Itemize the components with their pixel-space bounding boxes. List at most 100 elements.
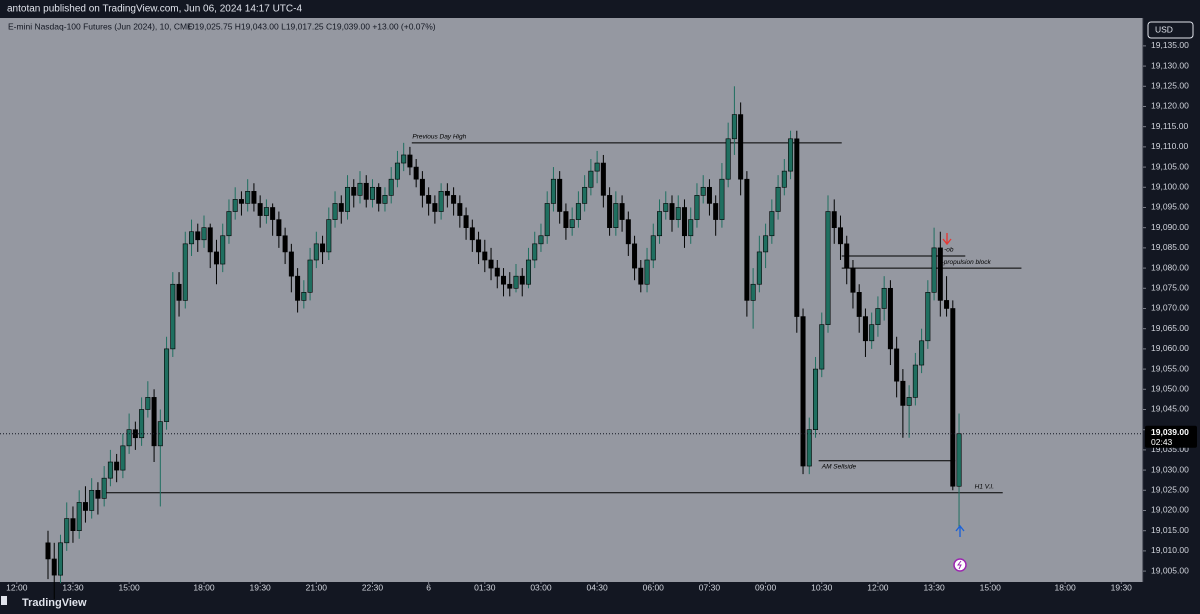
- candle-body: [501, 275, 507, 285]
- publisher: antotan published on TradingView.com, Ju…: [7, 4, 302, 15]
- candle-body: [463, 215, 469, 228]
- candle-body: [313, 243, 319, 261]
- candle-body: [700, 186, 706, 196]
- y-tick-label: 19,090.00: [1151, 222, 1189, 232]
- candle-body: [338, 203, 344, 212]
- y-tick-label: 19,045.00: [1151, 404, 1189, 414]
- candle-body: [189, 231, 195, 245]
- level-label: H1 V.I.: [975, 483, 995, 490]
- level-label: -ob: [944, 247, 954, 254]
- candle-body: [114, 461, 120, 471]
- x-tick-label: 13:30: [923, 582, 945, 592]
- candle-body: [638, 267, 644, 285]
- candle-body: [388, 178, 394, 196]
- candle-body: [64, 518, 70, 544]
- x-tick-label: 18:00: [1054, 582, 1076, 592]
- candle-body: [850, 267, 856, 293]
- candle-body: [725, 138, 731, 180]
- candle-body: [76, 502, 82, 531]
- candle-body: [139, 409, 145, 439]
- last-price-box: [1145, 425, 1197, 448]
- candle-body: [544, 203, 550, 237]
- ohlc-legend: O19,025.75 H19,043.00 L19,017.25 C19,039…: [188, 21, 436, 31]
- candle-body: [644, 259, 650, 285]
- x-tick-label: 10:30: [811, 582, 833, 592]
- candle-body: [238, 199, 244, 204]
- logo: [1, 596, 7, 605]
- candle-body: [588, 170, 594, 188]
- candle-body: [925, 292, 931, 342]
- currency: USD: [1155, 24, 1173, 34]
- candle-body: [675, 207, 681, 220]
- candle-body: [182, 243, 188, 301]
- x-tick-label: 19:30: [1111, 582, 1133, 592]
- x-tick-label: 13:30: [62, 582, 84, 592]
- candle-body: [600, 162, 606, 196]
- candle-body: [681, 207, 687, 237]
- candle-body: [575, 203, 581, 220]
- candle-body: [282, 235, 288, 253]
- candle-body: [213, 251, 219, 265]
- candle-body: [613, 203, 619, 228]
- candle-body: [719, 178, 725, 220]
- candle-body: [794, 138, 800, 317]
- candle-body: [775, 186, 781, 212]
- x-tick-label: 12:00: [6, 582, 28, 592]
- candle-body: [731, 114, 737, 140]
- candle-body: [513, 275, 519, 289]
- candle-body: [906, 397, 912, 406]
- y-tick-label: 19,020.00: [1151, 505, 1189, 515]
- y-tick-label: 19,060.00: [1151, 343, 1189, 353]
- x-tick-label: 09:00: [755, 582, 777, 592]
- candle-body: [301, 292, 307, 301]
- candle-body: [900, 380, 906, 406]
- candle-body: [538, 235, 544, 245]
- x-tick-label: 15:00: [980, 582, 1002, 592]
- candle-body: [45, 542, 51, 560]
- candle-body: [663, 203, 669, 212]
- candle-body: [351, 186, 357, 196]
- symbol-title: E-mini Nasdaq-100 Futures (Jun 2024), 10…: [8, 21, 193, 31]
- candle-body: [912, 364, 918, 398]
- candle-body: [894, 348, 900, 382]
- candle-body: [657, 211, 663, 237]
- candle-body: [438, 191, 444, 212]
- candle-body: [157, 421, 163, 447]
- candle-body: [738, 114, 744, 180]
- price-axis: [1143, 18, 1200, 582]
- candle-body: [519, 275, 525, 285]
- candle-body: [57, 542, 63, 576]
- candle-body: [170, 283, 176, 350]
- candle-body: [625, 219, 631, 245]
- candle-body: [376, 186, 382, 204]
- y-tick-label: 19,100.00: [1151, 182, 1189, 192]
- candle-body: [488, 259, 494, 269]
- candle-body: [270, 207, 276, 220]
- candle-body: [669, 203, 675, 220]
- candle-body: [207, 227, 213, 253]
- candle-body: [819, 324, 825, 370]
- y-tick-label: 19,015.00: [1151, 525, 1189, 535]
- candle-body: [769, 211, 775, 237]
- y-tick-label: 19,110.00: [1151, 141, 1188, 151]
- candle-body: [126, 429, 132, 447]
- candle-body: [320, 243, 326, 253]
- candle-body: [813, 368, 819, 430]
- candle-body: [89, 489, 95, 511]
- candle-body: [831, 211, 837, 228]
- candle-body: [444, 191, 450, 196]
- candle-body: [70, 518, 76, 531]
- y-tick-label: 19,130.00: [1151, 60, 1189, 70]
- candle-body: [295, 275, 301, 301]
- candle-body: [582, 186, 588, 204]
- x-tick-label: 6: [426, 582, 431, 592]
- candle-body: [607, 195, 613, 228]
- candle-body: [750, 283, 756, 301]
- x-tick-label: 21:00: [306, 582, 328, 592]
- candle-body: [288, 251, 294, 277]
- candle-body: [563, 211, 569, 228]
- level-label: AM Sellside: [821, 464, 857, 471]
- candle-body: [151, 397, 157, 447]
- last-price-label: 19,039.00: [1151, 427, 1189, 437]
- y-tick-label: 19,120.00: [1151, 101, 1189, 111]
